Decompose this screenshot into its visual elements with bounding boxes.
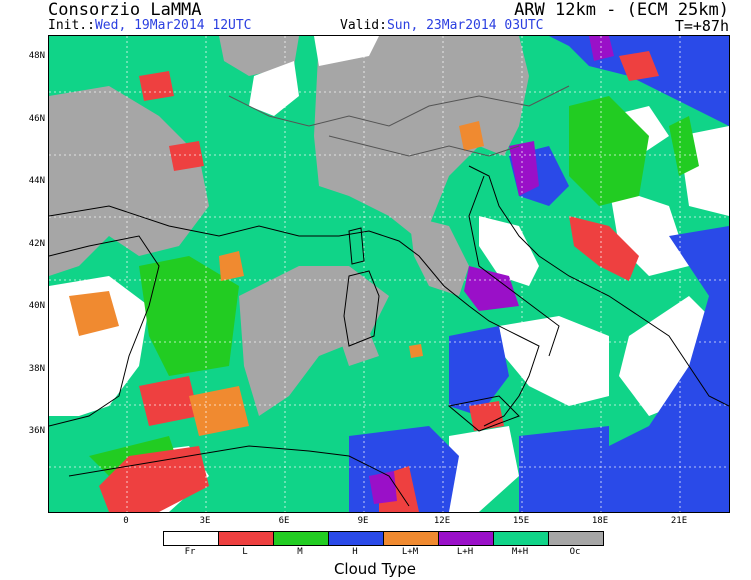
legend-label-lh: L+H [456, 547, 474, 557]
lowmid-alps [459, 121, 484, 151]
low-cloud-areas [99, 51, 659, 512]
overcast-mediterranean [239, 266, 389, 416]
legend-swatch-lh [439, 532, 494, 545]
coastlines [49, 85, 729, 507]
lowhigh-south [369, 471, 397, 504]
legend-swatch-l [219, 532, 274, 545]
coast-corsica [348, 227, 365, 265]
lon-tick-12e: 12E [433, 516, 451, 526]
lon-tick-3e: 3E [199, 516, 211, 526]
graticule [49, 36, 729, 512]
time-step: T=+87h [674, 17, 729, 35]
high-south-east [519, 426, 609, 512]
low-france [139, 71, 174, 101]
legend-swatch-mh [494, 532, 549, 545]
lon-tick-15e: 15E [512, 516, 530, 526]
legend-title: Cloud Type [333, 560, 417, 578]
coast-africa [68, 445, 410, 507]
lowhigh-alps [509, 141, 539, 196]
lon-tick-9e: 9E [357, 516, 369, 526]
low-spain-s [139, 376, 199, 426]
coast-iberia [49, 235, 160, 427]
low-ionian [469, 401, 504, 431]
lat-tick-44n: 44N [28, 176, 45, 186]
clear-adriatic [479, 216, 539, 286]
lat-tick-40n: 40N [28, 301, 45, 311]
title-right: ARW 12km - (ECM 25km) [514, 0, 729, 20]
legend-label-h: H [352, 547, 358, 557]
legend-swatch-m [274, 532, 329, 545]
legend-label-l: L [242, 547, 248, 557]
mid-spain [139, 256, 239, 376]
valid-label: Valid: [340, 18, 387, 33]
lon-tick-0: 0 [123, 516, 129, 526]
lon-tick-18e: 18E [591, 516, 609, 526]
clear-germany [314, 36, 379, 66]
clear-south-center [449, 426, 519, 512]
legend-label-mh: M+H [511, 547, 529, 557]
cloud-type-map [48, 35, 730, 513]
init-value: Wed, 19Mar2014 12UTC [94, 18, 252, 33]
init-row: Init.:Wed, 19Mar2014 12UTC [48, 18, 252, 33]
lowmid-iberia-w [69, 291, 119, 336]
lat-tick-36n: 36N [28, 426, 45, 436]
map-canvas [49, 36, 729, 512]
low-africa [99, 446, 209, 512]
lowhigh-ne [589, 36, 614, 61]
legend-label-fr: Fr [184, 547, 196, 557]
high-se [609, 226, 729, 512]
coast-adriatic [468, 165, 729, 407]
lon-tick-6e: 6E [278, 516, 290, 526]
clear-south-italy [499, 316, 609, 406]
border-alps [328, 135, 520, 157]
lat-tick-38n: 38N [28, 364, 45, 374]
overcast-central-europe [314, 36, 529, 236]
lowmid-sicily [409, 344, 423, 358]
lat-tick-42n: 42N [28, 239, 45, 249]
lat-tick-46n: 46N [28, 114, 45, 124]
valid-row: Valid:Sun, 23Mar2014 03UTC [340, 18, 544, 33]
lowmid-iberia-s [189, 386, 249, 436]
overcast-france-spain [49, 86, 209, 276]
low-high-areas [369, 36, 614, 504]
lat-tick-48n: 48N [28, 51, 45, 61]
mid-east [669, 116, 699, 176]
legend-swatch-h [329, 532, 384, 545]
title-left: Consorzio LaMMA [48, 0, 202, 20]
cloud-type-legend [163, 531, 604, 546]
mid-balkans [569, 96, 649, 206]
legend-label-oc: Oc [569, 547, 581, 557]
border-central [228, 85, 570, 127]
legend-swatch-oc [549, 532, 603, 545]
lowmid-corsica [219, 251, 244, 281]
overcast-sardinia [339, 331, 379, 366]
lowhigh-adriatic [464, 266, 519, 311]
legend-label-lm: L+M [401, 547, 419, 557]
high-ionian [449, 326, 509, 416]
coast-france-italy [49, 205, 540, 427]
low-spain-n [169, 141, 204, 171]
coast-sardinia [343, 270, 380, 347]
coast-sicily [447, 395, 520, 432]
low-east-top [619, 51, 659, 81]
legend-swatch-fr [164, 532, 219, 545]
clear-north-left [249, 61, 299, 116]
valid-value: Sun, 23Mar2014 03UTC [386, 18, 544, 33]
init-label: Init.: [48, 18, 95, 33]
legend-swatch-lm [384, 532, 439, 545]
overcast-areas [49, 36, 529, 416]
lon-tick-21e: 21E [670, 516, 688, 526]
overcast-north [219, 36, 299, 76]
legend-label-m: M [297, 547, 303, 557]
overcast-italy [409, 216, 469, 296]
coast-italy-east [468, 175, 560, 357]
low-mid-areas [69, 121, 484, 436]
low-adriatic [569, 216, 639, 281]
